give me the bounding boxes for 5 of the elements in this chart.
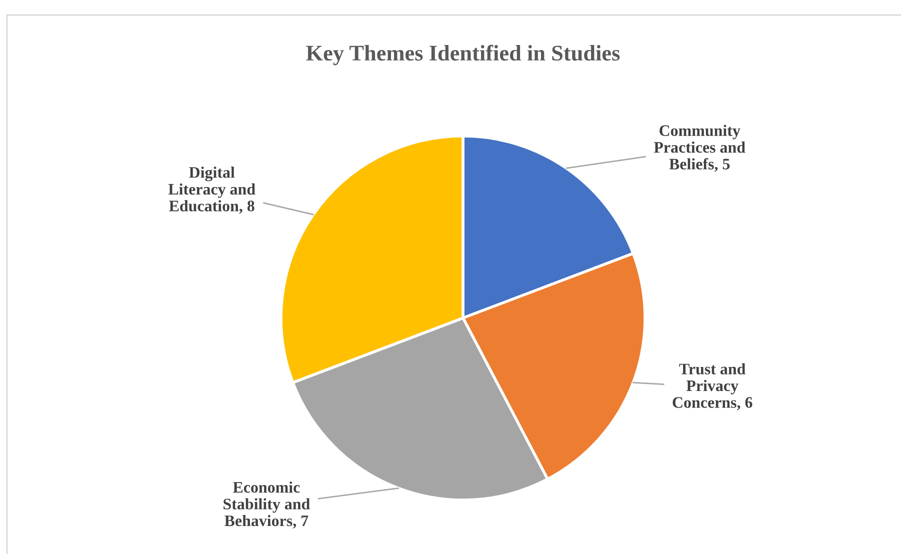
slice-label: Trust and Privacy Concerns, 6 <box>672 363 752 410</box>
chart-title: Key Themes Identified in Studies <box>306 44 620 66</box>
slice-label: Digital Literacy and Education, 8 <box>168 166 256 214</box>
slice-label: Economic Stability and Behaviors, 7 <box>224 481 310 528</box>
slice-label: Community Practices and Beliefs, 5 <box>654 124 746 172</box>
